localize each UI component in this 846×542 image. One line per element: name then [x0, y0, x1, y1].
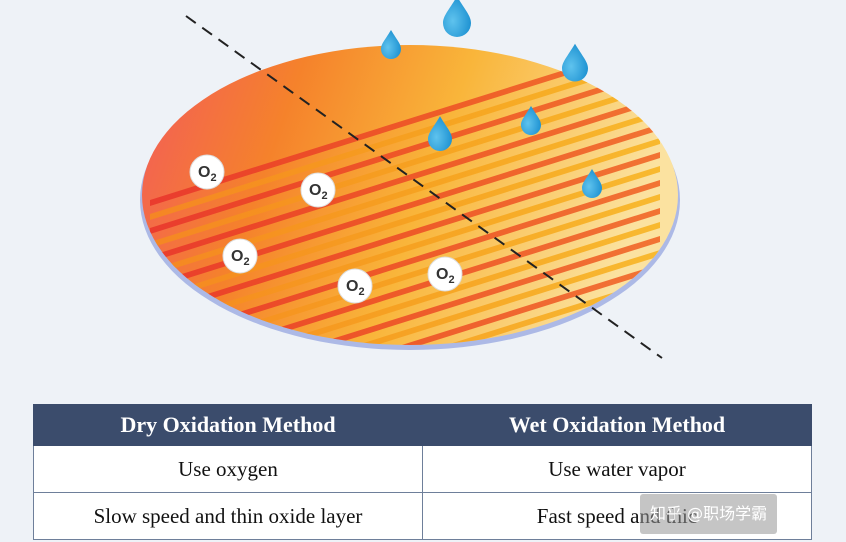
oxide-stripe: [150, 152, 660, 318]
water-droplet-icon: [443, 0, 471, 37]
oxide-stripes: [150, 45, 660, 345]
water-droplet-icon: [562, 43, 588, 82]
cell-dry-speed: Slow speed and thin oxide layer: [33, 492, 423, 540]
table-row: Use oxygen Use water vapor: [33, 445, 812, 493]
oxygen-molecule-icon: O2: [427, 256, 463, 292]
oxide-stripe: [150, 124, 660, 290]
oxide-stripe: [150, 110, 660, 276]
oxide-stripe: [150, 96, 660, 262]
comparison-table: Dry Oxidation Method Wet Oxidation Metho…: [33, 404, 812, 540]
oxide-stripe: [150, 264, 660, 345]
oxide-stripe: [150, 278, 660, 345]
water-droplet-icon: [428, 116, 452, 151]
header-wet-oxidation: Wet Oxidation Method: [422, 404, 812, 446]
oxide-stripe: [150, 180, 660, 345]
oxide-stripe: [150, 138, 660, 304]
cell-wet-reagent: Use water vapor: [422, 445, 812, 493]
water-droplet-icon: [582, 169, 602, 198]
oxide-stripe: [150, 166, 660, 332]
water-droplet-icon: [381, 30, 401, 59]
oxidation-diagram: O2 O2 O2 O2 O2: [140, 0, 680, 359]
header-dry-oxidation: Dry Oxidation Method: [33, 404, 423, 446]
oxygen-molecule-icon: O2: [337, 268, 373, 304]
oxide-stripe: [150, 54, 660, 220]
oxide-stripe: [150, 222, 660, 345]
oxide-stripe: [150, 45, 660, 206]
oxygen-molecule-icon: O2: [300, 172, 336, 208]
oxygen-molecules: O2 O2 O2 O2 O2: [189, 154, 463, 304]
water-droplet-icon: [521, 106, 541, 135]
table-header-row: Dry Oxidation Method Wet Oxidation Metho…: [33, 404, 812, 446]
watermark: 知乎 @职场学霸: [640, 494, 778, 534]
water-droplets: [381, 0, 602, 198]
oxide-stripe: [150, 236, 660, 345]
oxygen-molecule-icon: O2: [189, 154, 225, 190]
dry-wet-divider: [185, 15, 663, 359]
oxide-stripe: [150, 250, 660, 345]
cell-dry-reagent: Use oxygen: [33, 445, 423, 493]
oxide-stripe: [150, 194, 660, 345]
oxygen-molecule-icon: O2: [222, 238, 258, 274]
